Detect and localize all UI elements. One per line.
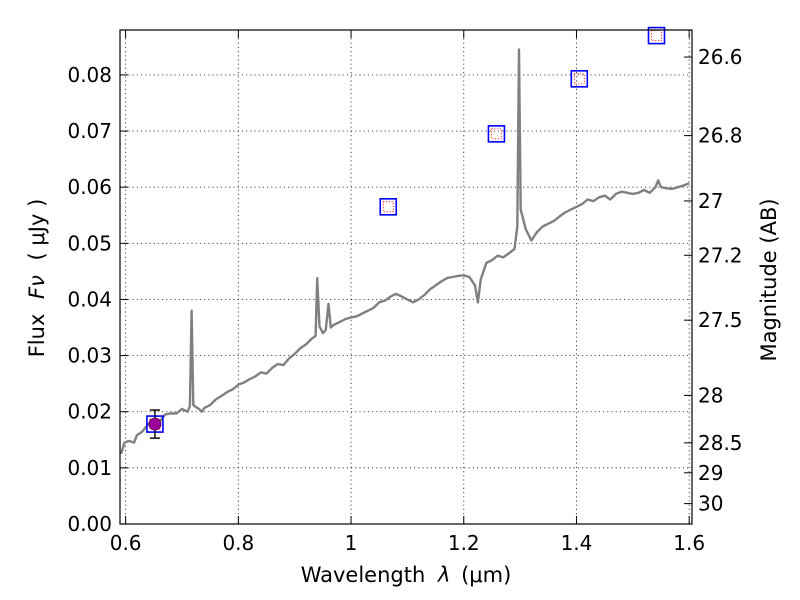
model-box xyxy=(491,128,502,140)
x-tick-label: 1.4 xyxy=(561,531,593,555)
x-tick-label: 0.6 xyxy=(110,531,142,555)
y2-tick-label: 27.2 xyxy=(698,243,743,267)
y2-tick-label: 26.8 xyxy=(698,124,743,148)
measured-point xyxy=(148,417,162,431)
x-tick-label: 1 xyxy=(345,531,358,555)
y-tick-label: 0.05 xyxy=(67,231,112,255)
y-tick-label: 0.01 xyxy=(67,456,112,480)
y-tick-label: 0.04 xyxy=(67,287,112,311)
grid xyxy=(120,30,692,525)
axis-ticks: 0.6 0.8 1 1.2 1.4 1.6 0.00 0.01 0.02 0.03 0.04 0.05… xyxy=(67,30,743,555)
spectrum-line xyxy=(119,48,690,455)
x-tick-label: 1.2 xyxy=(448,531,480,555)
y-tick-label: 0.03 xyxy=(67,344,112,368)
y2-tick-label: 27.5 xyxy=(698,308,743,332)
x-tick-label: 1.6 xyxy=(673,531,705,555)
y2-tick-label: 26.6 xyxy=(698,45,743,69)
x-axis-label: Wavelength λ (μm) xyxy=(301,563,512,587)
y-tick-label: 0.06 xyxy=(67,175,112,199)
y2-axis-label: Magnitude (AB) xyxy=(757,198,781,361)
x-tick-label: 0.8 xyxy=(222,531,254,555)
photometry-box xyxy=(647,26,666,45)
y-tick-label: 0.07 xyxy=(67,119,112,143)
y2-tick-label: 29 xyxy=(698,461,723,485)
y-tick-label: 0.08 xyxy=(67,63,112,87)
model-box xyxy=(573,73,585,85)
photometry-box xyxy=(379,198,398,216)
y-tick-label: 0.00 xyxy=(67,512,112,536)
model-box xyxy=(382,201,394,213)
model-box xyxy=(651,30,662,42)
plot-frame xyxy=(119,29,693,525)
y2-tick-label: 30 xyxy=(698,492,723,516)
y-axis-label: Flux Fν ( μJy ) xyxy=(25,199,49,358)
y2-tick-label: 28.5 xyxy=(698,431,743,455)
spectrum-series xyxy=(119,48,690,455)
photometry-points xyxy=(146,26,666,439)
y2-tick-label: 27 xyxy=(698,189,723,213)
y2-tick-label: 28 xyxy=(698,383,723,407)
photometry-box xyxy=(487,125,506,143)
photometry-box xyxy=(570,70,589,88)
y-tick-label: 0.02 xyxy=(67,400,112,424)
